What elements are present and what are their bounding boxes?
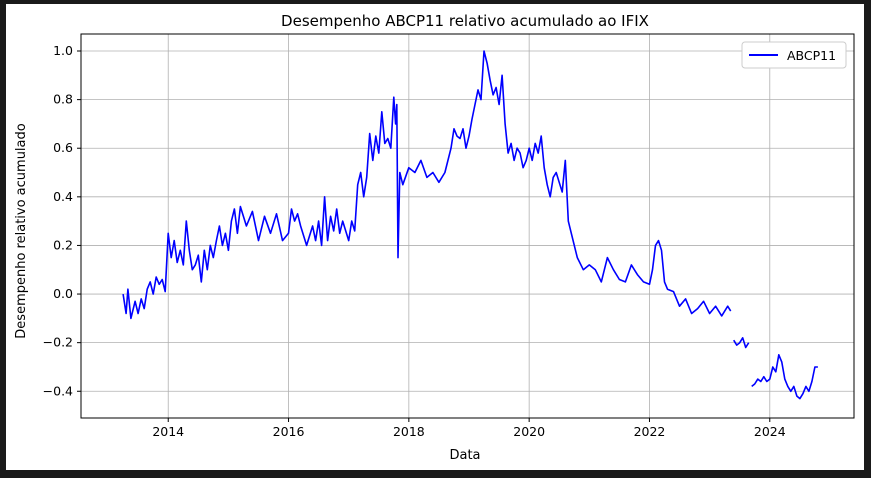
y-tick-label: 0.0 [53,286,73,301]
x-axis: 2014 2016 2018 2020 2022 2024 [152,418,786,439]
y-tick-label: 0.8 [53,92,73,107]
grid [81,34,854,418]
line-chart: 2014 2016 2018 2020 2022 2024 −0.4 −0.2 0.0 0.2 0… [14,12,855,463]
series-line-abcp11 [122,50,732,320]
x-tick-label: 2014 [152,424,184,439]
legend-label-abcp11: ABCP11 [787,48,836,63]
x-tick-label: 2024 [754,424,786,439]
x-tick-label: 2020 [513,424,545,439]
y-tick-label: 1.0 [53,43,73,58]
y-tick-label: −0.2 [43,335,73,350]
x-tick-label: 2016 [273,424,305,439]
legend-box [741,41,847,69]
y-tick-label: −0.4 [43,383,73,398]
plot-area [122,50,818,400]
y-axis: −0.4 −0.2 0.0 0.2 0.4 0.6 0.8 1.0 [43,43,81,398]
series-line-abcp11 [733,336,750,349]
legend: ABCP11 [741,41,847,69]
plot-frame [80,33,855,419]
figure: 2014 2016 2018 2020 2022 2024 −0.4 −0.2 0.0 0.2 0… [6,4,864,470]
chart-title: Desempenho ABCP11 relativo acumulado ao … [281,12,649,30]
x-tick-label: 2018 [393,424,425,439]
y-tick-label: 0.4 [53,189,73,204]
y-tick-label: 0.2 [53,237,73,252]
y-axis-label: Desempenho relativo acumulado [14,123,29,338]
y-tick-label: 0.6 [53,140,73,155]
x-tick-label: 2022 [634,424,666,439]
series-line-abcp11 [751,353,818,400]
x-axis-label: Data [449,448,480,463]
